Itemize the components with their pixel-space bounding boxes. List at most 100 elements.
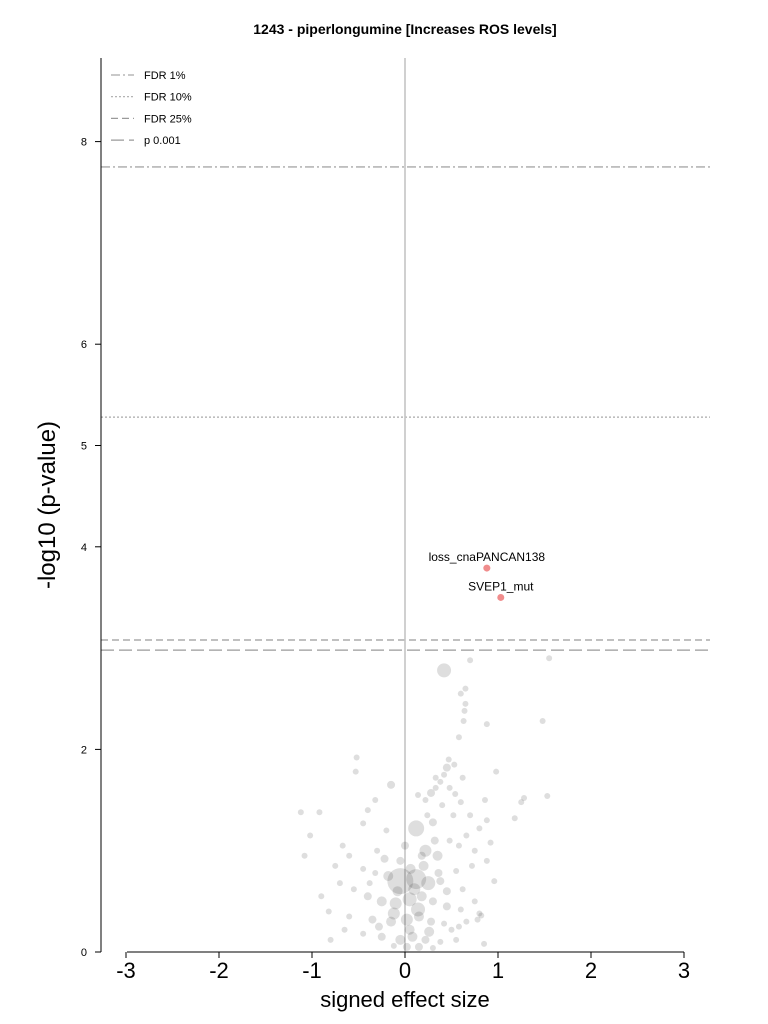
x-tick-label: -3	[116, 958, 136, 983]
data-point	[462, 700, 469, 707]
data-point	[360, 930, 367, 937]
data-point	[353, 754, 360, 761]
data-point	[445, 756, 452, 763]
data-point	[442, 887, 451, 896]
highlighted-point-label-1: SVEP1_mut	[468, 579, 534, 593]
legend-label-1: FDR 10%	[144, 92, 192, 104]
data-point	[297, 809, 304, 816]
data-point	[421, 935, 430, 944]
data-point	[428, 897, 437, 906]
data-point	[424, 812, 431, 819]
data-point	[468, 862, 475, 869]
data-point	[442, 902, 451, 911]
data-point	[374, 847, 381, 854]
y-tick-label: 4	[81, 542, 87, 554]
data-point	[366, 880, 373, 887]
data-point	[483, 721, 490, 728]
y-axis-label: -log10 (p-value)	[34, 421, 61, 589]
data-point	[544, 792, 551, 799]
data-point	[437, 778, 444, 785]
data-point	[439, 802, 446, 809]
data-point	[441, 771, 448, 778]
y-tick-label: 8	[81, 137, 87, 149]
data-point	[400, 913, 413, 926]
data-point	[451, 761, 458, 768]
data-point	[422, 797, 429, 804]
x-tick-label: -2	[209, 958, 229, 983]
data-point	[346, 913, 353, 920]
x-axis-ticks: -3 -2 -1 0 1 2 3	[116, 952, 690, 983]
data-point	[401, 841, 409, 850]
data-point	[387, 780, 396, 789]
data-point	[457, 799, 464, 806]
data-point	[459, 886, 466, 893]
data-point	[374, 922, 383, 931]
data-point	[417, 851, 426, 860]
legend-label-0: FDR 1%	[144, 70, 186, 82]
data-point	[481, 940, 488, 947]
data-point	[416, 891, 427, 902]
data-point	[476, 825, 483, 832]
data-point	[457, 690, 464, 697]
data-point	[455, 734, 462, 741]
data-point	[478, 912, 485, 919]
data-point	[389, 897, 402, 910]
data-point	[336, 880, 343, 887]
data-point	[471, 898, 478, 905]
data-point	[408, 883, 421, 896]
data-point	[413, 911, 424, 922]
data-point	[380, 854, 389, 863]
data-point	[415, 791, 422, 798]
legend-label-2: FDR 25%	[144, 113, 192, 125]
data-point	[301, 852, 308, 859]
highlighted-points: loss_cnaPANCAN138 SVEP1_mut	[429, 550, 546, 601]
data-point	[511, 815, 518, 822]
y-tick-label: 6	[81, 339, 87, 351]
data-point	[406, 869, 427, 890]
data-point	[427, 788, 436, 797]
data-point	[546, 655, 553, 662]
data-point	[402, 892, 417, 907]
data-point	[346, 852, 353, 859]
y-tick-label: 2	[81, 744, 87, 756]
data-point	[316, 809, 323, 816]
data-point	[463, 832, 470, 839]
data-point	[363, 892, 372, 901]
data-point	[518, 799, 525, 806]
data-point	[307, 832, 314, 839]
data-point	[448, 926, 455, 933]
data-point	[462, 685, 469, 692]
data-point	[411, 902, 426, 917]
highlighted-point-1	[497, 593, 505, 601]
data-point	[446, 784, 453, 791]
data-point	[463, 918, 470, 925]
y-tick-label: 5	[81, 441, 87, 453]
x-tick-label: 0	[399, 958, 411, 983]
data-point	[432, 784, 439, 791]
data-point	[461, 707, 468, 714]
data-point	[455, 923, 462, 930]
data-point	[383, 827, 390, 834]
data-point	[395, 934, 406, 945]
data-point	[446, 837, 453, 844]
data-point	[436, 877, 445, 886]
data-point	[327, 936, 334, 943]
x-tick-label: 3	[678, 958, 690, 983]
legend: FDR 1% FDR 10% FDR 25% p 0.001	[111, 70, 192, 147]
data-point	[481, 797, 488, 804]
data-point	[390, 942, 397, 949]
data-point	[437, 938, 444, 945]
data-point	[491, 878, 498, 885]
data-point	[430, 836, 439, 845]
highlighted-point-label-0: loss_cnaPANCAN138	[429, 550, 546, 564]
data-point	[386, 916, 397, 927]
data-point	[450, 812, 457, 819]
data-point	[432, 850, 443, 861]
data-point	[332, 862, 339, 869]
data-point	[457, 906, 464, 913]
data-point	[476, 910, 483, 917]
data-point	[521, 795, 528, 802]
data-point	[452, 790, 459, 797]
data-point	[402, 942, 411, 951]
